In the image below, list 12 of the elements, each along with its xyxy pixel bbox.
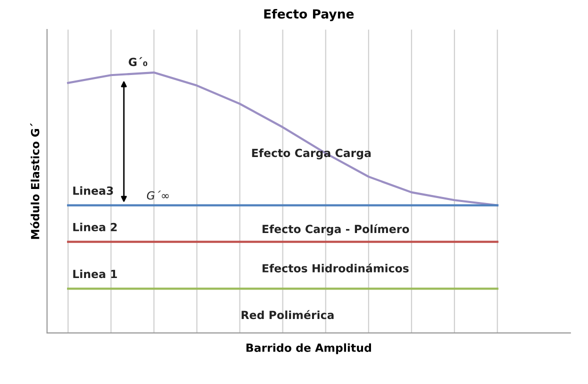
y-axis-title: Módulo Elastico G´ bbox=[30, 123, 40, 239]
annotation: Efecto Carga - Polímero bbox=[262, 224, 410, 236]
x-axis-title: Barrido de Amplitud bbox=[246, 343, 372, 354]
series-label: Linea3 bbox=[73, 186, 113, 195]
series-label: Linea 2 bbox=[73, 222, 117, 232]
chart-title: Efecto Payne bbox=[264, 8, 354, 22]
annotation: Efecto Carga Carga bbox=[252, 148, 371, 160]
text: G´₀ bbox=[128, 57, 148, 66]
series-label: Linea 1 bbox=[73, 270, 117, 278]
annotation: Red Polimérica bbox=[242, 310, 334, 320]
annotation: Efectos Hidrodinámicos bbox=[262, 263, 409, 272]
annotation: G´∞ bbox=[146, 190, 169, 200]
